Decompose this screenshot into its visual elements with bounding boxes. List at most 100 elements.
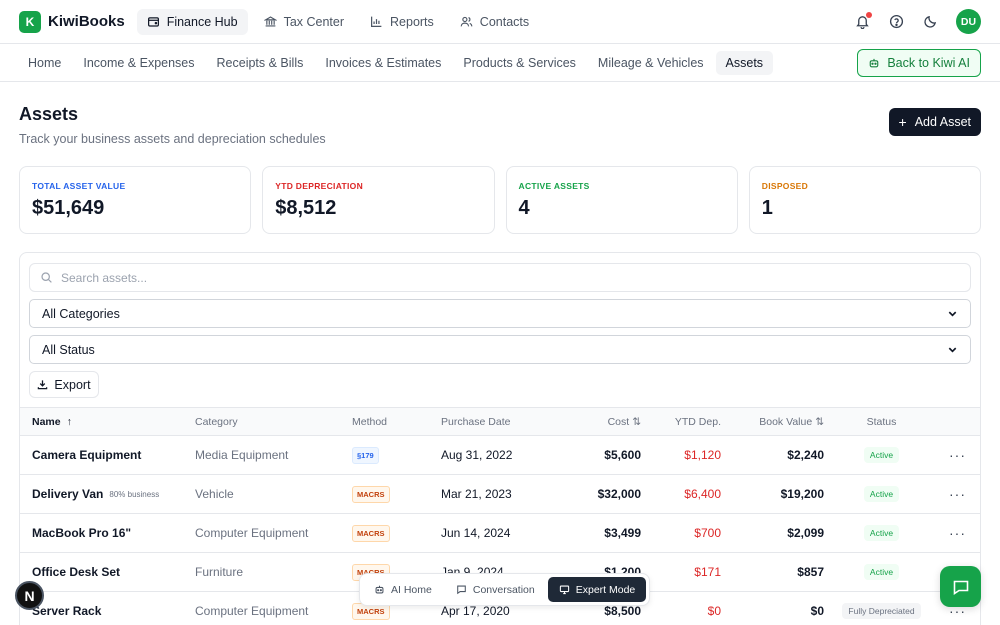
stat-card-disposed: DISPOSED 1 (748, 166, 981, 234)
search-placeholder: Search assets... (61, 270, 148, 285)
search-icon (41, 272, 52, 283)
header-name[interactable]: Name ↑ (20, 416, 195, 428)
brand-name: KiwiBooks (48, 13, 125, 30)
subnav-home[interactable]: Home (28, 55, 62, 70)
mode-conversation[interactable]: Conversation (445, 577, 546, 602)
purchase-date: Mar 21, 2023 (441, 487, 512, 501)
status-badge: Active (863, 486, 900, 502)
header-status: Status (866, 415, 897, 428)
stat-label: TOTAL ASSET VALUE (32, 181, 126, 191)
bell-icon (855, 16, 869, 29)
topnav-label: Contacts (479, 14, 530, 29)
status-select[interactable]: All Status (29, 335, 971, 364)
category-select-value: All Categories (42, 306, 120, 321)
filters: Search assets... All Categories All Stat… (20, 253, 980, 398)
topnav-tax-center[interactable]: Tax Center (254, 9, 354, 35)
table-row[interactable]: Delivery Van 80% business Vehicle MACRS … (20, 475, 980, 514)
stat-value: $8,512 (275, 197, 337, 219)
ytd-depreciation: $6,400 (684, 487, 721, 501)
brand-logo[interactable]: K KiwiBooks (19, 10, 125, 33)
topnav-finance-hub[interactable]: Finance Hub (136, 8, 248, 35)
asset-category: Vehicle (195, 487, 234, 501)
subnav-mileage-vehicles[interactable]: Mileage & Vehicles (597, 55, 704, 70)
topnav-contacts[interactable]: Contacts (450, 9, 539, 35)
mode-label: AI Home (391, 583, 432, 596)
sort-icon: ⇅ (632, 415, 641, 428)
header-name-label: Name (32, 415, 61, 428)
purchase-date: Jun 14, 2024 (441, 526, 511, 540)
topnav-reports[interactable]: Reports (360, 9, 444, 35)
asset-cost: $8,500 (604, 604, 641, 618)
page-title: Assets (19, 104, 79, 124)
header-cost[interactable]: Cost ⇅ (541, 416, 641, 428)
ytd-depreciation: $171 (694, 565, 721, 579)
stats-row: TOTAL ASSET VALUE $51,649 YTD DEPRECIATI… (0, 146, 1000, 234)
asset-category: Computer Equipment (195, 526, 309, 540)
asset-category: Computer Equipment (195, 604, 309, 618)
search-input[interactable]: Search assets... (29, 263, 971, 292)
header-book-value[interactable]: Book Value ⇅ (721, 416, 824, 428)
subnav-income-expenses[interactable]: Income & Expenses (83, 55, 195, 70)
stat-label: ACTIVE ASSETS (518, 181, 590, 191)
ytd-depreciation: $700 (694, 526, 721, 540)
notifications-button[interactable] (854, 11, 872, 30)
bank-icon (263, 16, 277, 27)
robot-icon (375, 585, 384, 594)
table-row[interactable]: MacBook Pro 16" Computer Equipment MACRS… (20, 514, 980, 553)
ytd-depreciation: $1,120 (684, 448, 721, 462)
status-select-value: All Status (42, 342, 95, 357)
more-actions-icon[interactable]: ··· (949, 603, 966, 619)
stat-value: 1 (761, 197, 773, 219)
stat-card-ytd-depreciation: YTD DEPRECIATION $8,512 (262, 166, 495, 234)
asset-name-cell: Delivery Van 80% business (20, 487, 195, 501)
users-icon (460, 16, 473, 27)
n-badge-button[interactable]: N (15, 581, 44, 610)
add-asset-button[interactable]: + Add Asset (888, 108, 981, 136)
purchase-date: Aug 31, 2022 (441, 448, 513, 462)
subnav-products-services[interactable]: Products & Services (463, 55, 576, 70)
subnav-receipts-bills[interactable]: Receipts & Bills (216, 55, 304, 70)
asset-cost: $32,000 (597, 487, 641, 501)
mode-ai-home[interactable]: AI Home (363, 577, 443, 602)
subnav-assets[interactable]: Assets (715, 50, 774, 75)
topnav-label: Finance Hub (166, 14, 238, 29)
export-label: Export (54, 377, 91, 392)
help-button[interactable] (888, 14, 904, 30)
back-button-label: Back to Kiwi AI (887, 55, 970, 70)
subnav-invoices-estimates[interactable]: Invoices & Estimates (325, 55, 442, 70)
stat-card-active-assets: ACTIVE ASSETS 4 (505, 166, 738, 234)
top-nav: Finance Hub Tax Center Reports Contacts (136, 8, 539, 35)
asset-name: Camera Equipment (32, 448, 142, 462)
status-badge: Fully Depreciated (842, 603, 921, 619)
asset-cost: $5,600 (604, 448, 641, 462)
page-subtitle: Track your business assets and depreciat… (19, 132, 326, 146)
download-icon (38, 380, 48, 390)
more-actions-icon[interactable]: ··· (949, 525, 966, 541)
table-row[interactable]: Server Rack Computer Equipment MACRS Apr… (20, 592, 980, 625)
category-select[interactable]: All Categories (29, 299, 971, 328)
stat-value: 4 (518, 197, 530, 219)
mode-expert[interactable]: Expert Mode (547, 577, 647, 602)
user-avatar[interactable]: DU (956, 9, 981, 34)
asset-category: Furniture (195, 565, 244, 579)
chat-button[interactable] (940, 566, 981, 607)
table-row[interactable]: Camera Equipment Media Equipment §179 Au… (20, 436, 980, 475)
export-button[interactable]: Export (29, 371, 99, 398)
logo-badge: K (19, 10, 41, 33)
asset-name: Server Rack (32, 604, 102, 618)
ytd-depreciation: $0 (707, 604, 721, 618)
theme-toggle-button[interactable] (922, 14, 938, 30)
mode-switcher: AI Home Conversation Expert Mode (359, 573, 651, 606)
topnav-label: Tax Center (283, 14, 345, 29)
monitor-icon (559, 585, 569, 595)
wallet-icon (147, 17, 159, 27)
chevron-down-icon (948, 311, 957, 317)
more-actions-icon[interactable]: ··· (949, 447, 966, 463)
header-category: Category (195, 415, 238, 428)
moon-icon (923, 15, 936, 28)
header-cost-label: Cost (607, 415, 630, 428)
more-actions-icon[interactable]: ··· (949, 486, 966, 502)
page-header: Assets Track your business assets and de… (0, 82, 1000, 146)
back-to-kiwi-ai-button[interactable]: Back to Kiwi AI (857, 48, 981, 77)
asset-name: MacBook Pro 16" (32, 526, 132, 540)
